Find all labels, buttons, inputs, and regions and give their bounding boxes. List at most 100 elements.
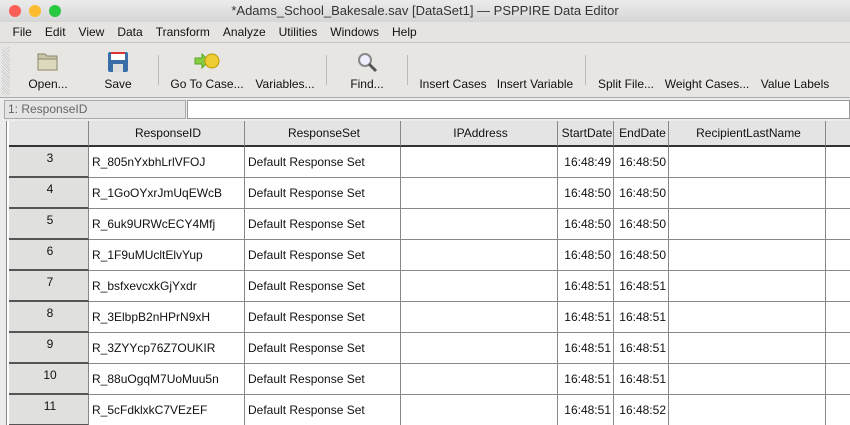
data-cell[interactable]: 16:48:49 — [558, 147, 614, 178]
data-cell[interactable]: R_bsfxevcxkGjYxdr — [89, 271, 245, 302]
go-to-case-button[interactable]: Go To Case... — [166, 43, 248, 98]
row-header[interactable]: 6 — [9, 240, 89, 271]
menu-windows[interactable]: Windows — [330, 25, 379, 39]
data-cell[interactable]: R_1GoOYxrJmUqEWcB — [89, 178, 245, 209]
data-cell[interactable] — [826, 147, 850, 178]
menu-data[interactable]: Data — [117, 25, 143, 39]
data-cell[interactable] — [401, 364, 558, 395]
data-cell[interactable]: Default Response Set — [245, 240, 401, 271]
menu-help[interactable]: Help — [391, 25, 417, 39]
data-cell[interactable] — [401, 395, 558, 425]
data-cell[interactable] — [826, 395, 850, 425]
row-header[interactable]: 5 — [9, 209, 89, 240]
data-cell[interactable] — [669, 178, 826, 209]
column-header[interactable]: StartDate — [558, 121, 614, 147]
data-cell[interactable] — [401, 240, 558, 271]
data-cell[interactable] — [669, 333, 826, 364]
data-cell[interactable] — [826, 240, 850, 271]
data-cell[interactable] — [669, 271, 826, 302]
data-cell[interactable]: 16:48:50 — [614, 178, 669, 209]
menu-view[interactable]: View — [78, 25, 105, 39]
data-cell[interactable] — [401, 271, 558, 302]
data-cell[interactable] — [669, 364, 826, 395]
data-cell[interactable]: 16:48:50 — [614, 240, 669, 271]
data-cell[interactable]: 16:48:51 — [558, 302, 614, 333]
menu-transform[interactable]: Transform — [155, 25, 210, 39]
data-cell[interactable] — [401, 209, 558, 240]
find-button[interactable]: Find... — [342, 43, 392, 98]
menu-analyze[interactable]: Analyze — [222, 25, 266, 39]
data-cell[interactable]: R_3ZYYcp76Z7OUKIR — [89, 333, 245, 364]
column-header[interactable]: IPAddress — [401, 121, 558, 147]
maximize-button[interactable] — [49, 5, 61, 17]
insert-variable-button[interactable]: Insert Variable — [496, 77, 574, 91]
data-cell[interactable] — [401, 333, 558, 364]
data-cell[interactable]: Default Response Set — [245, 147, 401, 178]
data-cell[interactable]: 16:48:51 — [614, 271, 669, 302]
data-cell[interactable]: Default Response Set — [245, 333, 401, 364]
menu-edit[interactable]: Edit — [44, 25, 66, 39]
data-cell[interactable]: R_88uOgqM7UoMuu5n — [89, 364, 245, 395]
save-button[interactable]: Save — [92, 43, 144, 98]
data-cell[interactable]: 16:48:50 — [614, 209, 669, 240]
data-cell[interactable]: Default Response Set — [245, 209, 401, 240]
data-cell[interactable]: 16:48:50 — [558, 209, 614, 240]
cell-value-input[interactable] — [187, 100, 850, 119]
row-header[interactable]: 11 — [9, 395, 89, 425]
data-cell[interactable] — [401, 178, 558, 209]
data-cell[interactable]: R_805nYxbhLrlVFOJ — [89, 147, 245, 178]
data-cell[interactable] — [826, 333, 850, 364]
insert-cases-button[interactable]: Insert Cases — [419, 77, 487, 91]
data-cell[interactable] — [826, 302, 850, 333]
data-cell[interactable]: 16:48:50 — [558, 178, 614, 209]
data-cell[interactable]: 16:48:51 — [558, 333, 614, 364]
data-cell[interactable]: 16:48:51 — [558, 271, 614, 302]
data-cell[interactable]: 16:48:52 — [614, 395, 669, 425]
data-cell[interactable] — [826, 364, 850, 395]
data-cell[interactable] — [669, 147, 826, 178]
column-header[interactable] — [826, 121, 850, 147]
data-cell[interactable]: 16:48:51 — [614, 364, 669, 395]
data-cell[interactable] — [669, 209, 826, 240]
data-cell[interactable]: 16:48:50 — [558, 240, 614, 271]
data-cell[interactable] — [401, 302, 558, 333]
data-cell[interactable]: 16:48:50 — [614, 147, 669, 178]
menu-file[interactable]: File — [12, 25, 32, 39]
data-cell[interactable]: R_3ElbpB2nHPrN9xH — [89, 302, 245, 333]
column-header[interactable]: RecipientLastName — [669, 121, 826, 147]
row-header[interactable]: 4 — [9, 178, 89, 209]
value-labels-button[interactable]: Value Labels — [760, 77, 830, 91]
data-cell[interactable]: 16:48:51 — [558, 395, 614, 425]
weight-cases-button[interactable]: Weight Cases... — [664, 77, 750, 91]
data-cell[interactable] — [401, 147, 558, 178]
data-cell[interactable]: Default Response Set — [245, 302, 401, 333]
column-header[interactable]: ResponseSet — [245, 121, 401, 147]
row-header[interactable]: 8 — [9, 302, 89, 333]
open-button[interactable]: Open... — [20, 43, 76, 98]
data-cell[interactable] — [669, 302, 826, 333]
close-button[interactable] — [9, 5, 21, 17]
row-header[interactable]: 9 — [9, 333, 89, 364]
data-cell[interactable]: 16:48:51 — [614, 333, 669, 364]
data-cell[interactable]: R_6uk9URWcECY4Mfj — [89, 209, 245, 240]
data-cell[interactable]: R_1F9uMUcltElvYup — [89, 240, 245, 271]
minimize-button[interactable] — [29, 5, 41, 17]
menu-utilities[interactable]: Utilities — [278, 25, 318, 39]
data-cell[interactable]: Default Response Set — [245, 178, 401, 209]
data-cell[interactable]: Default Response Set — [245, 395, 401, 425]
toolbar-grip[interactable] — [2, 47, 10, 95]
row-header[interactable]: 3 — [9, 147, 89, 178]
split-file-button[interactable]: Split File... — [597, 77, 654, 91]
data-cell[interactable] — [669, 395, 826, 425]
column-header[interactable]: EndDate — [614, 121, 669, 147]
data-cell[interactable] — [669, 240, 826, 271]
data-cell[interactable] — [826, 209, 850, 240]
data-cell[interactable] — [826, 271, 850, 302]
row-header[interactable]: 10 — [9, 364, 89, 395]
data-cell[interactable]: 16:48:51 — [614, 302, 669, 333]
data-cell[interactable] — [826, 178, 850, 209]
data-cell[interactable]: Default Response Set — [245, 271, 401, 302]
column-header[interactable]: ResponseID — [89, 121, 245, 147]
data-cell[interactable]: Default Response Set — [245, 364, 401, 395]
variables-button[interactable]: Variables... — [255, 77, 315, 91]
